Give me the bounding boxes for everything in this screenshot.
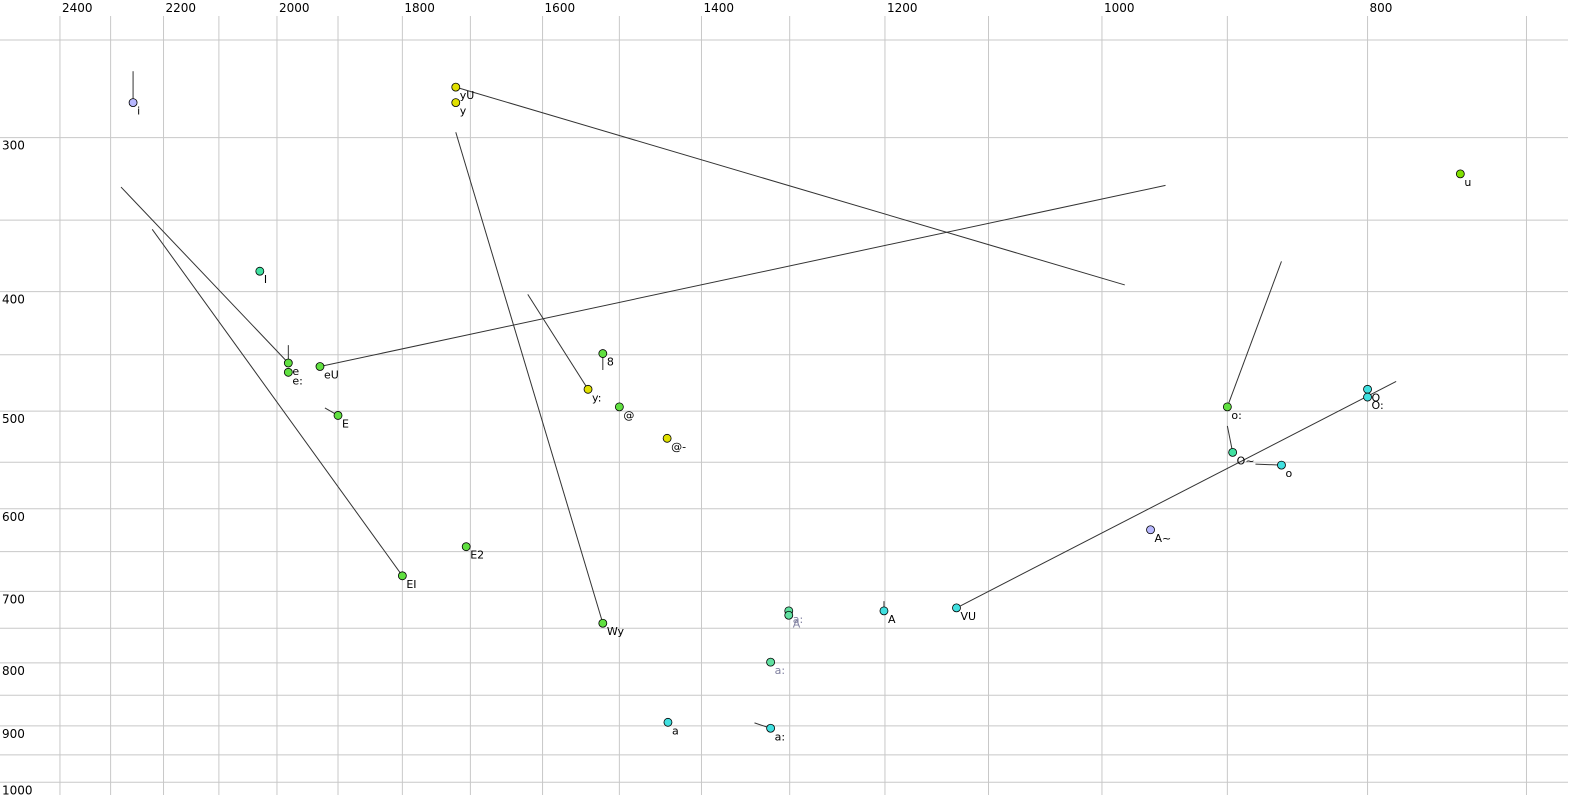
vowel-label: eU bbox=[324, 369, 339, 382]
vowel-point bbox=[128, 98, 138, 108]
vowel-label: @- bbox=[671, 440, 686, 453]
x-tick-label: 1600 bbox=[545, 1, 576, 15]
trajectory bbox=[956, 380, 1397, 609]
x-tick-label: 2400 bbox=[62, 1, 93, 15]
vowel-label: O: bbox=[1372, 399, 1384, 412]
vowel-label: yU bbox=[460, 89, 475, 102]
y-tick-label: 800 bbox=[2, 664, 25, 678]
vowel-label: A bbox=[793, 617, 801, 630]
trajectory bbox=[319, 184, 1166, 367]
x-tick-label: 2200 bbox=[166, 1, 197, 15]
trajectory bbox=[1226, 261, 1282, 408]
vowel-label: 8 bbox=[607, 356, 614, 369]
vowel-point bbox=[1277, 460, 1286, 470]
vowel-label: EI bbox=[406, 578, 416, 591]
x-tick-label: 800 bbox=[1370, 1, 1393, 15]
vowel-point bbox=[1363, 384, 1372, 394]
vowel-label: y bbox=[460, 105, 467, 118]
vowel-point bbox=[784, 610, 794, 620]
trajectory bbox=[455, 132, 604, 624]
vowel-point bbox=[451, 98, 461, 108]
vowel-label: i bbox=[137, 105, 140, 118]
vowel-label: e bbox=[292, 365, 299, 378]
vowel-label: u bbox=[1464, 176, 1471, 189]
trajectory bbox=[1226, 425, 1234, 453]
vowel-point bbox=[1146, 525, 1155, 535]
vowel-point bbox=[1228, 447, 1238, 457]
vowel-label: y: bbox=[592, 391, 601, 404]
trajectory bbox=[151, 228, 403, 577]
vowel-point bbox=[663, 717, 673, 727]
vowel-point bbox=[766, 723, 776, 733]
vowel-point bbox=[598, 618, 608, 628]
vowel-label: e: bbox=[292, 374, 302, 387]
vowel-label: I bbox=[264, 273, 267, 286]
trajectory bbox=[455, 86, 1125, 286]
vowel-label: o bbox=[1285, 467, 1292, 480]
vowel-label: O bbox=[1372, 391, 1381, 404]
vowel-point bbox=[283, 358, 293, 368]
vowel-point bbox=[1455, 169, 1465, 179]
x-tick-label: 1000 bbox=[1104, 1, 1135, 15]
vowel-point bbox=[614, 402, 624, 412]
y-tick-label: 600 bbox=[2, 510, 25, 524]
vowel-point bbox=[879, 606, 889, 616]
vowel-point bbox=[952, 603, 961, 613]
vowel-point bbox=[766, 657, 776, 667]
vowel-label: E2 bbox=[470, 549, 484, 562]
vowel-label: O~ bbox=[1237, 454, 1255, 467]
vowel-point bbox=[598, 349, 608, 358]
vowel-label: a bbox=[672, 724, 679, 737]
x-tick-label: 1400 bbox=[703, 1, 734, 15]
vowel-label: o: bbox=[1231, 409, 1241, 422]
vowel-label: @ bbox=[623, 409, 634, 422]
vowel-label: A~ bbox=[1155, 532, 1172, 545]
x-tick-label: 2000 bbox=[279, 1, 310, 15]
x-tick-label: 1800 bbox=[404, 1, 435, 15]
vowel-point bbox=[461, 542, 471, 552]
vowel-label: a: bbox=[793, 613, 803, 626]
vowel-label: A bbox=[888, 613, 896, 626]
vowel-point bbox=[451, 82, 461, 92]
y-tick-label: 1000 bbox=[2, 783, 33, 797]
y-tick-label: 700 bbox=[2, 592, 25, 606]
vowel-point bbox=[1222, 402, 1232, 412]
trajectory bbox=[527, 294, 589, 390]
vowel-point bbox=[283, 367, 293, 377]
vowel-point bbox=[315, 362, 325, 371]
x-tick-label: 1200 bbox=[887, 1, 918, 15]
vowel-label: a: bbox=[775, 730, 785, 743]
vowel-point bbox=[1363, 392, 1372, 402]
vowel-point bbox=[255, 266, 265, 276]
vowel-point bbox=[333, 411, 343, 420]
vowel-point bbox=[583, 384, 593, 394]
y-tick-label: 900 bbox=[2, 727, 25, 741]
vowel-point bbox=[397, 571, 407, 581]
vowel-label: E bbox=[342, 417, 349, 430]
vowel-point bbox=[662, 433, 672, 443]
y-tick-label: 500 bbox=[2, 412, 25, 426]
vowel-label: Wy bbox=[607, 625, 625, 638]
vowel-label: VU bbox=[960, 610, 976, 623]
trajectory bbox=[120, 186, 289, 364]
y-tick-label: 300 bbox=[2, 139, 25, 153]
vowel-label: a: bbox=[775, 664, 785, 677]
y-tick-label: 400 bbox=[2, 293, 25, 307]
